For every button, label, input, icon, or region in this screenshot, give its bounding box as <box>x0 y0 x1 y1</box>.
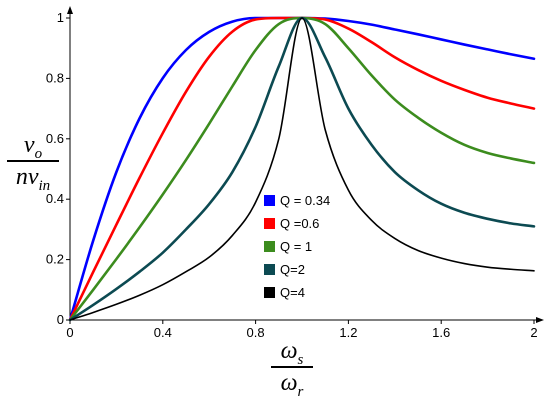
legend-label-4: Q=2 <box>280 262 305 277</box>
y-axis-label: vo nvin <box>2 132 64 194</box>
y-axis-label-numerator: vo <box>23 132 43 162</box>
x-tick-label: 0 <box>66 325 73 340</box>
x-tick-label: 2 <box>530 325 537 340</box>
y-axis-arrow <box>67 6 73 14</box>
x-axis-label-numerator: ωs <box>280 338 304 368</box>
y-tick-label: 0 <box>57 312 64 327</box>
y-tick-label: 0.8 <box>46 70 64 85</box>
legend-label-2: Q =0.6 <box>280 216 319 231</box>
legend-label-5: Q=4 <box>280 285 305 300</box>
y-tick-label: 0.2 <box>46 252 64 267</box>
legend-label-1: Q = 0.34 <box>280 193 330 208</box>
x-axis-label-denominator: ωr <box>280 369 304 400</box>
legend-swatch-3 <box>264 241 275 252</box>
y-axis-label-fraction-bar <box>7 160 59 162</box>
x-axis-label: ωs ωr <box>262 338 322 400</box>
x-tick-label: 0.8 <box>247 325 265 340</box>
x-tick-label: 1.2 <box>339 325 357 340</box>
y-tick-label: 0.6 <box>46 131 64 146</box>
y-axis-label-denominator: nvin <box>15 163 51 194</box>
legend-label-3: Q = 1 <box>280 239 312 254</box>
y-tick-label: 1 <box>57 10 64 25</box>
legend-swatch-1 <box>264 195 275 206</box>
x-axis-arrow <box>536 317 544 323</box>
x-tick-label: 1.6 <box>432 325 450 340</box>
series-line-5 <box>69 17 535 321</box>
legend-swatch-4 <box>264 264 275 275</box>
legend-swatch-5 <box>264 287 275 298</box>
y-tick-label: 0.4 <box>46 191 64 206</box>
x-axis-label-fraction-bar <box>271 366 313 368</box>
x-tick-label: 0.4 <box>154 325 172 340</box>
legend-swatch-2 <box>264 218 275 229</box>
